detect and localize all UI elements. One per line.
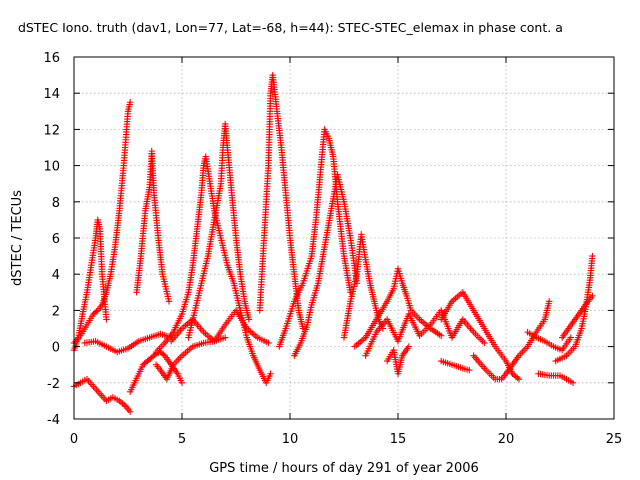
data-point xyxy=(267,370,274,377)
data-point xyxy=(245,316,253,323)
data-series xyxy=(70,216,110,354)
data-series xyxy=(168,307,272,347)
y-tick-label: 12 xyxy=(43,123,60,138)
data-series xyxy=(362,307,488,359)
data-series xyxy=(185,120,253,341)
y-tick-label: -4 xyxy=(47,413,60,428)
y-tick-label: 10 xyxy=(43,160,60,175)
data-point xyxy=(151,351,158,359)
x-tick-label: 5 xyxy=(178,432,186,447)
data-point xyxy=(165,298,173,305)
data-series xyxy=(152,153,274,386)
data-point xyxy=(126,99,134,106)
data-series xyxy=(351,265,445,350)
data-series xyxy=(535,370,577,386)
x-axis-label: GPS time / hours of day 291 of year 2006 xyxy=(209,461,479,476)
data-series xyxy=(276,126,354,350)
x-tick-label: 10 xyxy=(282,432,299,447)
data-series xyxy=(256,71,307,332)
x-tick-label: 20 xyxy=(498,432,515,447)
y-tick-label: 6 xyxy=(52,232,60,247)
data-series xyxy=(340,231,387,341)
data-series xyxy=(470,298,553,383)
data-point xyxy=(481,339,488,347)
data-point xyxy=(178,379,186,386)
data-point xyxy=(160,351,167,358)
data-series xyxy=(133,147,173,305)
data-point xyxy=(103,316,110,323)
data-point xyxy=(546,298,553,305)
data-point xyxy=(569,379,577,386)
data-series xyxy=(438,357,473,374)
x-tick-label: 0 xyxy=(70,432,78,447)
y-tick-label: 0 xyxy=(52,341,60,356)
y-tick-label: 16 xyxy=(43,51,60,66)
x-tick-label: 15 xyxy=(390,432,407,447)
y-axis-label: dSTEC / TECUs xyxy=(10,190,25,286)
data-series xyxy=(70,99,134,347)
data-series xyxy=(126,348,186,396)
data-point xyxy=(589,252,596,260)
data-series xyxy=(558,292,596,341)
data-point xyxy=(438,332,445,339)
data-series xyxy=(291,171,361,359)
data-point xyxy=(589,292,596,300)
data-series xyxy=(524,328,574,354)
data-point xyxy=(515,375,523,383)
chart-title: dSTEC Iono. truth (dav1, Lon=77, Lat=-68… xyxy=(18,20,563,35)
y-tick-label: -2 xyxy=(47,377,60,392)
data-series xyxy=(384,343,412,377)
y-tick-label: 2 xyxy=(52,304,60,319)
y-tick-label: 14 xyxy=(43,87,60,102)
data-point xyxy=(126,408,134,415)
data-point xyxy=(567,334,574,341)
x-tick-label: 25 xyxy=(606,432,623,447)
data-point xyxy=(265,339,272,347)
marks-layer xyxy=(70,71,596,415)
y-tick-label: 8 xyxy=(52,196,60,211)
tick-layer: 0 5 10 15 20 25 -4 -2 0 2 4 6 8 10 12 14 16 xyxy=(43,51,622,447)
y-tick-label: 4 xyxy=(52,268,60,283)
data-point xyxy=(466,366,473,374)
data-point xyxy=(222,334,229,341)
data-series xyxy=(81,330,175,356)
data-series xyxy=(70,375,134,415)
data-series xyxy=(152,334,229,383)
data-point xyxy=(93,308,100,315)
data-series xyxy=(552,252,596,365)
data-point xyxy=(405,343,412,350)
